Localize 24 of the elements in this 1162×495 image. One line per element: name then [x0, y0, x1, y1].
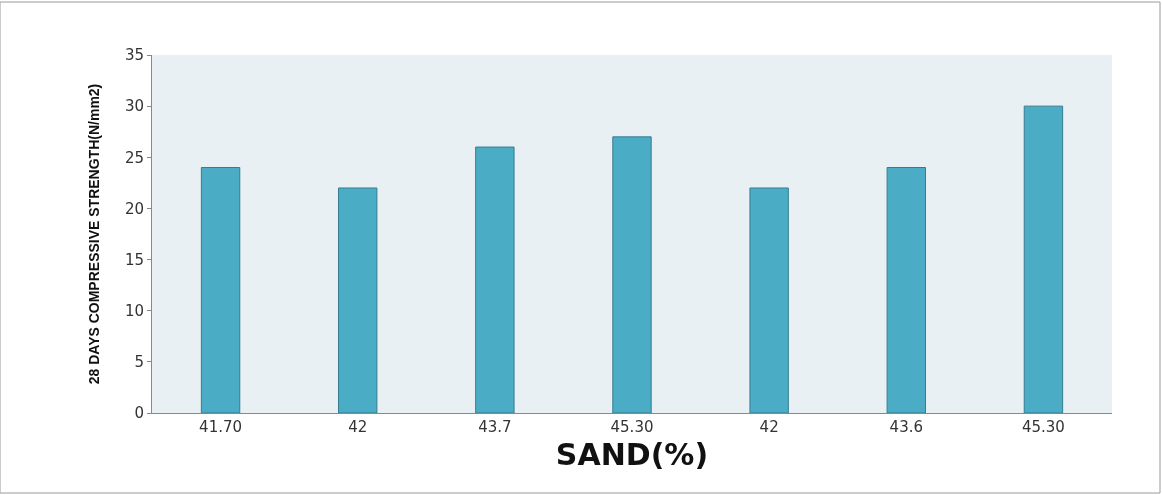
y-tick-label: 20	[124, 199, 144, 218]
bar	[338, 187, 378, 413]
x-tick-label: 43.6	[889, 418, 923, 436]
y-tick-label: 15	[124, 250, 144, 269]
y-tick-label: 0	[134, 404, 144, 423]
y-tick-label: 35	[124, 46, 144, 65]
x-tick-label: 41.70	[199, 418, 243, 436]
x-tick-label: 42	[348, 418, 368, 436]
y-tick-label: 30	[124, 97, 144, 116]
x-tick-label: 45.30	[610, 418, 654, 436]
x-tick-label: 42	[759, 418, 779, 436]
x-tick-label: 43.7	[478, 418, 512, 436]
y-axis-title: 28 DAYS COMPRESSIVE STRENGTH(N/mm2)	[85, 83, 102, 385]
bar	[200, 167, 241, 413]
y-tick-label: 25	[124, 148, 144, 167]
y-tick-label: 5	[134, 353, 144, 372]
bar	[749, 187, 789, 413]
y-tick-label: 10	[124, 301, 144, 320]
bar	[886, 167, 926, 413]
bar	[612, 136, 652, 413]
x-tick-label: 45.30	[1021, 418, 1065, 436]
bar	[1023, 105, 1064, 413]
x-axis-title: SAND(%)	[555, 436, 709, 472]
bar	[475, 146, 515, 413]
